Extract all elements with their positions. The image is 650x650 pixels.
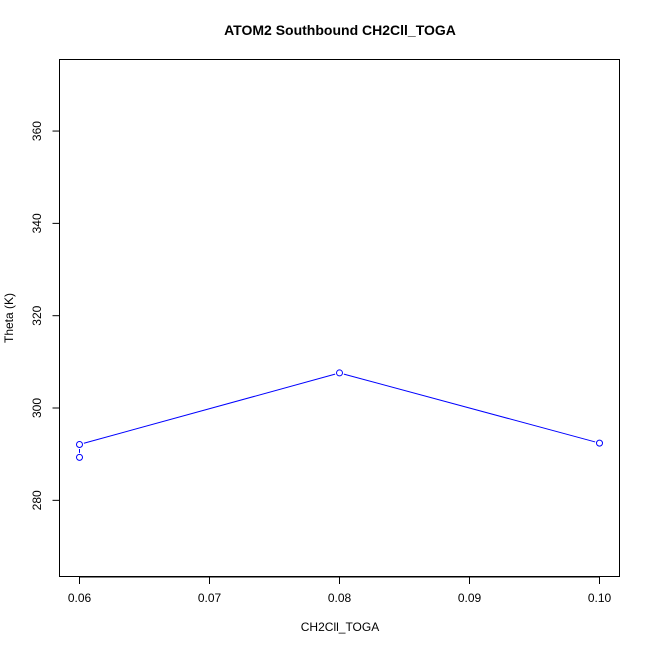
x-axis-label: CH2Cll_TOGA [301, 620, 379, 634]
series-line-segment [343, 373, 596, 443]
chart-title: ATOM2 Southbound CH2Cll_TOGA [224, 22, 456, 38]
data-point [76, 453, 83, 461]
series-layer [76, 369, 603, 461]
y-axis-label: Theta (K) [2, 293, 16, 343]
x-tick-label: 0.10 [588, 591, 612, 605]
x-tick-label: 0.09 [458, 591, 482, 605]
x-tick-label: 0.06 [68, 591, 92, 605]
data-point [76, 440, 83, 448]
x-tick-label: 0.07 [198, 591, 222, 605]
y-tick-label: 280 [30, 490, 44, 510]
y-tick-label: 300 [30, 398, 44, 418]
x-axis: 0.06 0.07 0.08 0.09 0.10 [68, 576, 612, 605]
y-tick-label: 320 [30, 305, 44, 325]
data-point [596, 439, 603, 447]
data-point [336, 369, 343, 377]
x-tick-label: 0.08 [328, 591, 352, 605]
y-tick-label: 340 [30, 213, 44, 233]
plot-frame [59, 59, 620, 577]
y-axis: 280 300 320 340 360 [30, 121, 60, 510]
series-line-segment [83, 373, 336, 444]
y-tick-label: 360 [30, 121, 44, 141]
